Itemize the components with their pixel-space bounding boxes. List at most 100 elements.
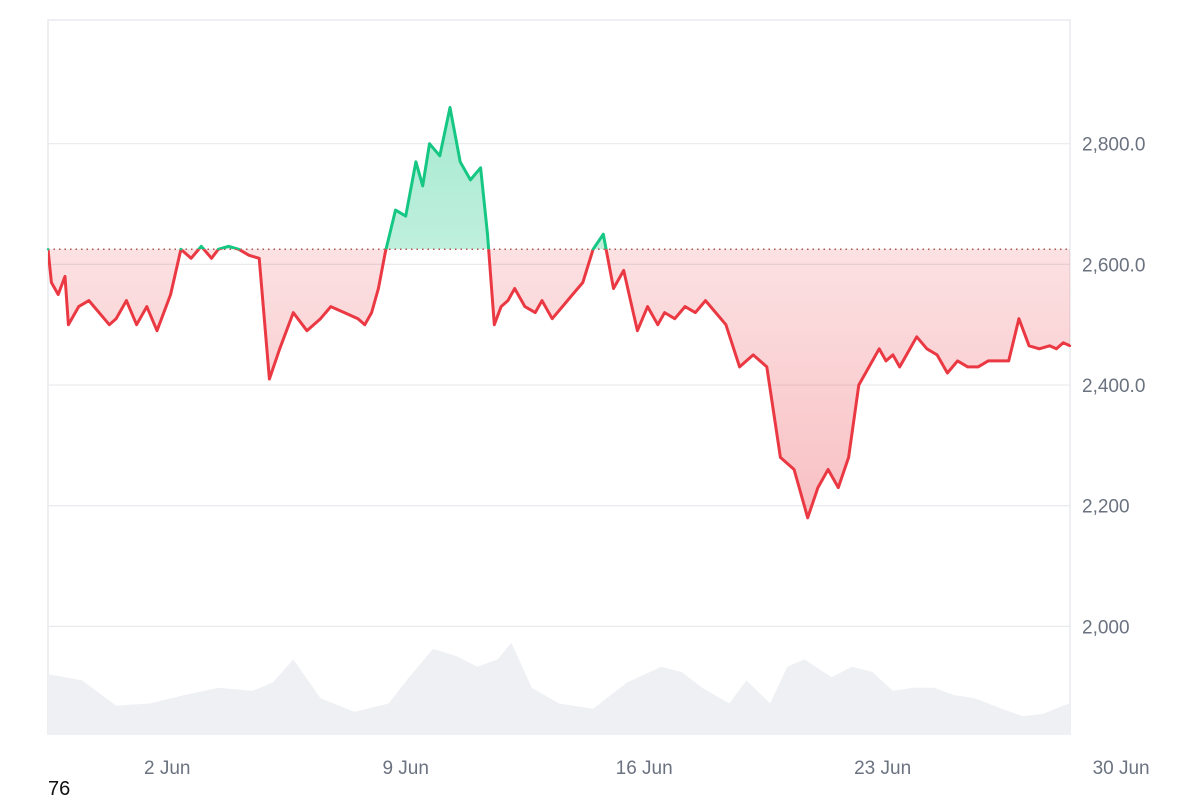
data-point bbox=[683, 305, 687, 308]
data-point bbox=[1068, 344, 1072, 348]
data-point bbox=[404, 214, 407, 218]
data-point bbox=[792, 468, 796, 471]
data-point bbox=[459, 160, 462, 163]
data-point bbox=[779, 456, 782, 459]
data-point bbox=[751, 353, 755, 357]
data-point bbox=[663, 311, 666, 314]
data-point bbox=[806, 516, 809, 519]
data-point bbox=[438, 154, 441, 157]
y-tick-label: 2,600.0 bbox=[1082, 255, 1145, 276]
data-point bbox=[738, 365, 741, 369]
data-point bbox=[1061, 341, 1065, 345]
data-point bbox=[925, 347, 929, 351]
grid-lines bbox=[47, 19, 1071, 735]
data-point bbox=[646, 305, 649, 308]
data-point bbox=[268, 377, 271, 381]
data-point bbox=[210, 257, 213, 260]
data-point bbox=[826, 468, 830, 471]
data-point bbox=[976, 365, 980, 369]
data-point bbox=[871, 359, 874, 363]
data-point bbox=[506, 299, 510, 302]
data-point bbox=[935, 353, 939, 357]
data-point bbox=[1007, 359, 1010, 363]
area-fill-below bbox=[48, 249, 1070, 518]
corner-label: 76 bbox=[48, 778, 71, 800]
data-point bbox=[125, 299, 128, 302]
plot-frame bbox=[47, 19, 1071, 735]
data-point bbox=[997, 359, 1000, 363]
y-tick-label: 2,200 bbox=[1082, 497, 1130, 518]
data-point bbox=[237, 248, 240, 251]
data-point bbox=[864, 371, 867, 375]
x-tick-label: 9 Jun bbox=[382, 758, 428, 779]
price-series bbox=[46, 106, 1072, 520]
data-point bbox=[394, 208, 397, 212]
volume-area bbox=[48, 642, 1070, 735]
data-point bbox=[414, 160, 418, 163]
data-point bbox=[135, 323, 138, 326]
data-point bbox=[513, 287, 516, 290]
data-point bbox=[571, 293, 574, 296]
data-point bbox=[217, 248, 220, 251]
data-point bbox=[67, 323, 70, 326]
y-tick-label: 2,800.0 bbox=[1082, 135, 1145, 156]
data-point bbox=[550, 317, 554, 320]
data-point bbox=[200, 245, 203, 248]
data-point bbox=[46, 248, 50, 251]
y-axis: 2,800.0 2,600.0 2,400.0 2,200 2,000 bbox=[1082, 135, 1145, 639]
x-tick-label: 2 Jun bbox=[144, 758, 190, 779]
data-point bbox=[1038, 347, 1041, 351]
data-point bbox=[966, 365, 969, 369]
area-fill-above bbox=[198, 107, 607, 250]
data-point bbox=[1048, 344, 1051, 348]
area-fill bbox=[48, 107, 1070, 518]
data-point bbox=[493, 323, 496, 326]
data-point bbox=[356, 317, 360, 320]
data-point bbox=[50, 281, 53, 284]
data-point bbox=[169, 293, 172, 296]
data-point bbox=[622, 269, 625, 272]
x-axis: 2 Jun 9 Jun 16 Jun 23 Jun 30 Jun bbox=[144, 758, 1150, 779]
data-point bbox=[816, 486, 820, 489]
data-point bbox=[247, 254, 251, 257]
data-point bbox=[305, 329, 309, 332]
data-point bbox=[292, 311, 295, 314]
data-point bbox=[987, 359, 990, 363]
data-point bbox=[370, 311, 373, 314]
data-point bbox=[87, 299, 91, 302]
y-tick-label: 2,400.0 bbox=[1082, 376, 1145, 397]
data-point bbox=[258, 257, 261, 260]
data-point bbox=[581, 281, 585, 284]
data-point bbox=[227, 245, 230, 248]
data-point bbox=[612, 287, 615, 290]
data-point bbox=[1055, 347, 1058, 351]
data-point bbox=[428, 142, 431, 145]
volume-area-shape bbox=[48, 642, 1070, 735]
data-point bbox=[884, 359, 888, 363]
data-point bbox=[905, 353, 908, 357]
data-point bbox=[319, 317, 322, 320]
data-point bbox=[898, 365, 901, 369]
data-point bbox=[724, 323, 728, 326]
data-point bbox=[479, 166, 482, 170]
data-point bbox=[77, 305, 80, 308]
data-point bbox=[694, 311, 697, 314]
x-tick-label: 23 Jun bbox=[854, 758, 911, 779]
data-point bbox=[63, 275, 67, 278]
data-point bbox=[189, 257, 193, 260]
data-point bbox=[421, 184, 424, 188]
data-point bbox=[602, 232, 605, 236]
data-point bbox=[837, 486, 840, 489]
data-point bbox=[329, 305, 332, 308]
data-point bbox=[523, 305, 527, 308]
data-point bbox=[847, 456, 850, 459]
data-point bbox=[956, 359, 959, 363]
data-point bbox=[384, 251, 387, 254]
data-point bbox=[629, 299, 632, 302]
data-point bbox=[179, 248, 183, 251]
data-point bbox=[704, 299, 707, 302]
data-point bbox=[486, 232, 489, 236]
data-point bbox=[377, 287, 380, 290]
data-point bbox=[57, 293, 60, 296]
